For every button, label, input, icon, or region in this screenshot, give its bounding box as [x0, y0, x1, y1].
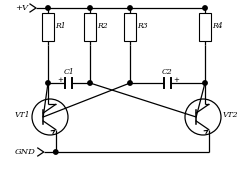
Circle shape [46, 81, 50, 85]
Circle shape [202, 81, 206, 85]
Text: R3: R3 [137, 22, 147, 30]
Text: R4: R4 [211, 22, 222, 30]
Bar [198, 13, 210, 40]
Circle shape [127, 81, 132, 85]
Circle shape [87, 81, 92, 85]
Circle shape [202, 6, 206, 10]
Text: C1: C1 [63, 68, 74, 76]
Text: C2: C2 [162, 68, 172, 76]
Circle shape [53, 150, 58, 154]
Bar [123, 13, 136, 40]
Text: +: + [57, 77, 63, 83]
Circle shape [127, 6, 132, 10]
Text: VT2: VT2 [222, 111, 238, 119]
Circle shape [87, 6, 92, 10]
Text: R2: R2 [97, 22, 107, 30]
Circle shape [46, 6, 50, 10]
Text: +: + [172, 77, 178, 83]
Bar [42, 13, 54, 40]
Text: +V: +V [15, 4, 28, 12]
Text: GND: GND [15, 148, 36, 156]
Text: VT1: VT1 [14, 111, 30, 119]
Text: R1: R1 [55, 22, 65, 30]
Bar [84, 13, 96, 40]
